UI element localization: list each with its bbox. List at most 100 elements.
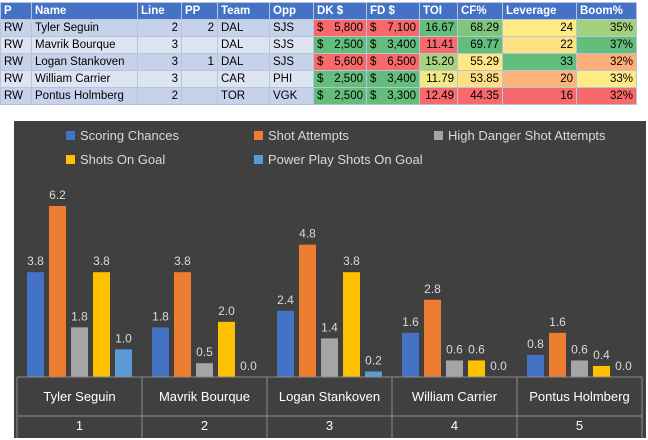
table-row: RW Pontus Holmberg 2 TOR VGK $2,500 $3,300 12.4…	[0, 87, 637, 105]
table-cell-leverage: 16	[502, 87, 577, 105]
table-cell-fd: $3,300	[366, 87, 420, 105]
x-tick-label: Mavrik Bourque	[159, 389, 250, 404]
table-cell-cf: 44.35	[457, 87, 503, 105]
column-header[interactable]: Team	[217, 2, 270, 20]
column-header[interactable]: Line	[137, 2, 182, 20]
bar	[71, 327, 88, 377]
column-header[interactable]: TOI	[419, 2, 458, 20]
table-cell-pp: 2	[181, 19, 218, 37]
bar	[446, 360, 463, 377]
data-label: 1.0	[115, 331, 132, 345]
bar	[424, 299, 441, 377]
data-label: 2.0	[218, 304, 235, 318]
bar	[549, 332, 566, 377]
data-label: 3.8	[174, 254, 191, 268]
table-cell-p: RW	[0, 70, 32, 88]
data-label: 1.6	[402, 315, 419, 329]
currency-symbol: $	[317, 39, 324, 51]
bar	[152, 327, 169, 377]
table-cell-cf: 68.29	[457, 19, 503, 37]
table-cell-name: Tyler Seguin	[31, 19, 138, 37]
table-cell-team: CAR	[217, 70, 270, 88]
table-cell-boom: 33%	[576, 70, 637, 88]
table-row: RW Mavrik Bourque 3 DAL SJS $2,500 $3,400 11.41…	[0, 36, 637, 54]
table-cell-p: RW	[0, 19, 32, 37]
table-cell-fd: $6,500	[366, 53, 420, 71]
currency-symbol: $	[370, 56, 377, 68]
x-tick-label: Pontus Holmberg	[529, 389, 629, 404]
data-label: 3.8	[343, 254, 360, 268]
table-cell-line: 2	[137, 87, 182, 105]
chart-panel: Scoring Chances Shot Attempts High Danger …	[14, 121, 646, 438]
column-header[interactable]: Leverage	[502, 2, 577, 20]
data-label: 6.2	[49, 188, 66, 202]
bar	[402, 332, 419, 377]
legend-swatch	[434, 131, 443, 140]
currency-symbol: $	[317, 22, 324, 34]
x-tick-index: 2	[201, 418, 208, 433]
table-cell-boom: 37%	[576, 36, 637, 54]
currency-symbol: $	[370, 90, 377, 102]
bar-chart: Scoring Chances Shot Attempts High Danger …	[16, 128, 643, 438]
data-label: 0.6	[468, 342, 485, 356]
column-header[interactable]: PP	[181, 2, 218, 20]
column-header[interactable]: FD $	[366, 2, 420, 20]
table-cell-opp: SJS	[269, 19, 314, 37]
legend-swatch	[254, 155, 263, 164]
column-header[interactable]: Opp	[269, 2, 314, 20]
table-cell-leverage: 24	[502, 19, 577, 37]
column-header[interactable]: DK $	[313, 2, 367, 20]
data-label: 0.2	[365, 353, 382, 367]
data-label: 0.0	[615, 359, 632, 373]
legend-label: Shot Attempts	[268, 128, 349, 143]
table-cell-team: DAL	[217, 53, 270, 71]
x-tick-index: 1	[76, 418, 83, 433]
table-cell-fd: $7,100	[366, 19, 420, 37]
data-label: 1.6	[549, 315, 566, 329]
table-cell-team: DAL	[217, 19, 270, 37]
data-label: 0.4	[593, 348, 610, 362]
table-cell-name: Logan Stankoven	[31, 53, 138, 71]
column-header[interactable]: Boom%	[576, 2, 637, 20]
table-cell-name: Mavrik Bourque	[31, 36, 138, 54]
bar	[593, 365, 610, 377]
bar	[174, 272, 191, 377]
bar	[27, 272, 44, 377]
table-cell-pp	[181, 87, 218, 105]
bar	[527, 354, 544, 377]
table-cell-dk: $2,500	[313, 36, 367, 54]
x-tick-index: 3	[326, 418, 333, 433]
column-header[interactable]: P	[0, 2, 32, 20]
x-tick-label: Tyler Seguin	[43, 389, 115, 404]
table-cell-line: 3	[137, 53, 182, 71]
table-cell-line: 2	[137, 19, 182, 37]
table-cell-cf: 69.77	[457, 36, 503, 54]
table-cell-p: RW	[0, 53, 32, 71]
x-tick-label: Logan Stankoven	[279, 389, 380, 404]
table-header-row: P Name Line PP Team Opp DK $ FD $ TOI CF% Leverage…	[0, 2, 637, 20]
table-row: RW William Carrier 3 CAR PHI $2,500 $3,400 11.7…	[0, 70, 637, 88]
data-label: 2.8	[424, 282, 441, 296]
table-cell-line: 3	[137, 70, 182, 88]
column-header[interactable]: Name	[31, 2, 138, 20]
legend-swatch	[254, 131, 263, 140]
table-cell-fd: $3,400	[366, 36, 420, 54]
table-cell-leverage: 22	[502, 36, 577, 54]
table-cell-toi: 11.79	[419, 70, 458, 88]
bar	[196, 363, 213, 377]
bar	[468, 360, 485, 377]
currency-symbol: $	[317, 90, 324, 102]
column-header[interactable]: CF%	[457, 2, 503, 20]
table-cell-boom: 32%	[576, 53, 637, 71]
table-cell-team: DAL	[217, 36, 270, 54]
table-cell-dk: $2,500	[313, 70, 367, 88]
table-cell-opp: PHI	[269, 70, 314, 88]
currency-symbol: $	[370, 73, 377, 85]
table-cell-toi: 12.49	[419, 87, 458, 105]
bar	[571, 360, 588, 377]
currency-symbol: $	[370, 39, 377, 51]
data-label: 0.5	[196, 345, 213, 359]
table-cell-opp: SJS	[269, 53, 314, 71]
currency-symbol: $	[370, 22, 377, 34]
bar	[343, 272, 360, 377]
